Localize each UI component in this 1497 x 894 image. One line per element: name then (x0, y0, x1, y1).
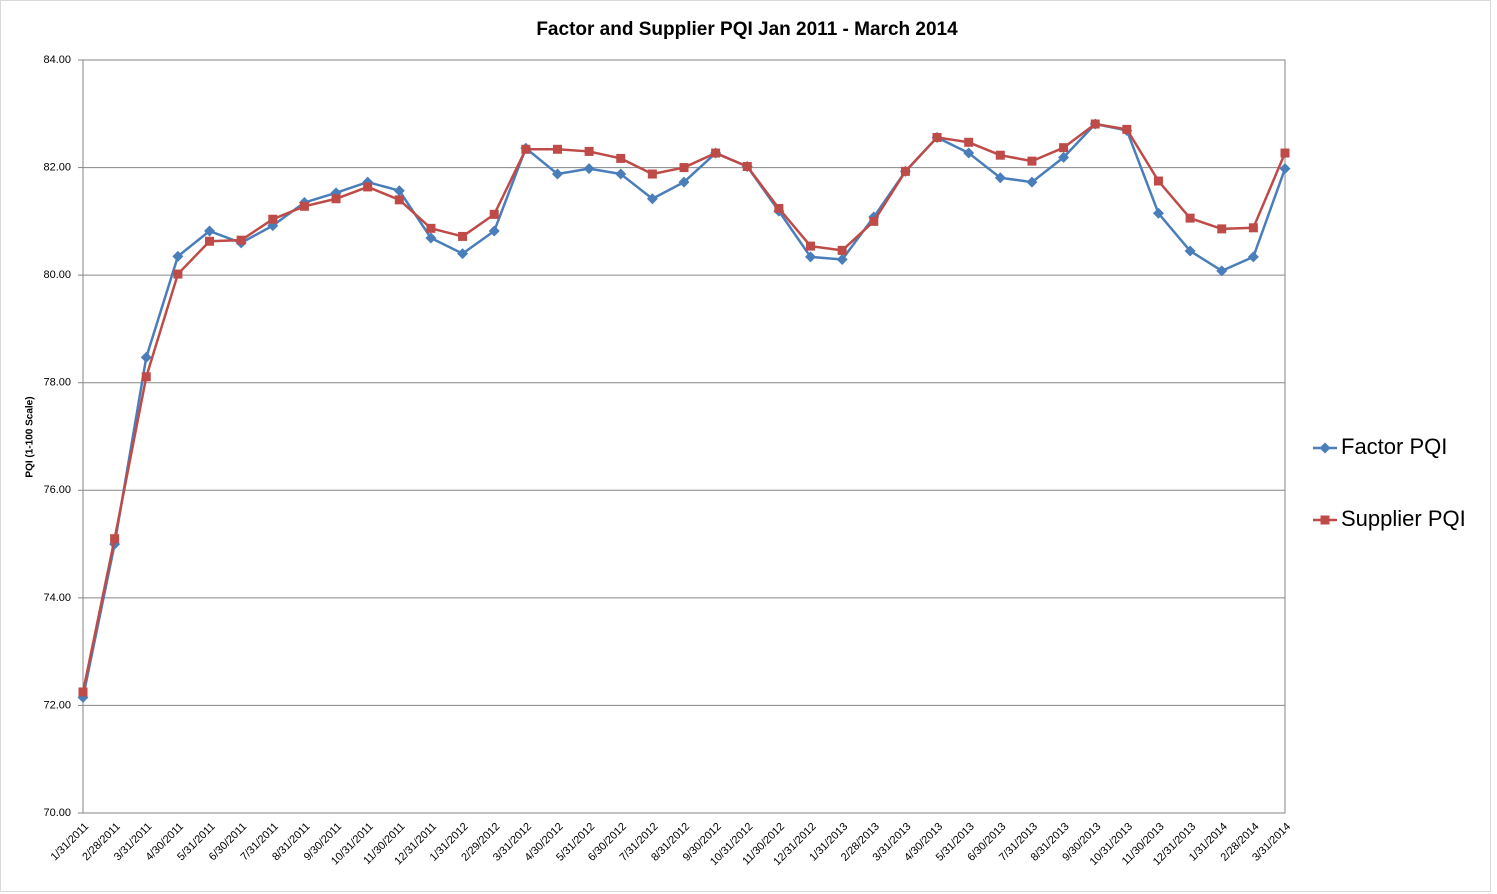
data-point (1026, 176, 1038, 188)
data-point (141, 372, 151, 382)
data-point (1059, 143, 1069, 153)
data-point (363, 182, 373, 192)
data-point (1217, 224, 1227, 234)
data-point (205, 236, 215, 246)
data-point (679, 163, 689, 173)
data-point (647, 169, 657, 179)
data-point (1184, 245, 1196, 257)
data-point (521, 144, 531, 154)
data-point (552, 144, 562, 154)
y-tick-label: 80.00 (43, 269, 71, 281)
data-point (1058, 151, 1070, 163)
y-tick-label: 78.00 (43, 377, 71, 389)
data-point (1152, 207, 1164, 219)
y-tick-label: 84.00 (43, 54, 71, 66)
data-point (583, 163, 595, 175)
data-point (963, 147, 975, 159)
data-point (425, 232, 437, 244)
data-point (584, 146, 594, 156)
data-point (1027, 156, 1037, 166)
data-point (1248, 223, 1258, 233)
y-tick-label: 74.00 (43, 592, 71, 604)
data-point (1090, 119, 1100, 129)
data-point (1279, 163, 1291, 175)
data-point (994, 172, 1006, 184)
y-tick-label: 76.00 (43, 484, 71, 496)
data-point (1280, 148, 1290, 158)
data-point (393, 185, 405, 197)
data-point (1216, 265, 1228, 277)
legend-label: Factor PQI (1341, 434, 1447, 459)
chart-title: Factor and Supplier PQI Jan 2011 - March… (536, 19, 958, 40)
data-point (78, 687, 88, 697)
data-point (616, 153, 626, 163)
data-point (836, 254, 848, 266)
legend-marker (1320, 515, 1330, 525)
data-point (711, 148, 721, 158)
data-point (869, 216, 879, 226)
data-point (964, 137, 974, 147)
data-point (900, 166, 910, 176)
data-point (489, 209, 499, 219)
data-point (458, 231, 468, 241)
data-point (1122, 124, 1132, 134)
data-point (172, 250, 184, 262)
data-point (551, 168, 563, 180)
data-point (426, 223, 436, 233)
y-axis-title: PQI (1-100 Scale) (25, 396, 36, 477)
data-point (774, 203, 784, 213)
data-point (236, 235, 246, 245)
data-point (488, 225, 500, 237)
y-tick-label: 72.00 (43, 699, 71, 711)
data-point (140, 351, 152, 363)
data-point (646, 193, 658, 205)
data-point (173, 269, 183, 279)
data-point (268, 214, 278, 224)
data-point (204, 225, 216, 237)
data-point (995, 150, 1005, 160)
data-point (837, 245, 847, 255)
data-point (331, 194, 341, 204)
y-tick-label: 82.00 (43, 161, 71, 173)
data-point (805, 251, 817, 263)
data-point (1185, 213, 1195, 223)
data-point (1153, 176, 1163, 186)
y-tick-label: 70.00 (43, 807, 71, 819)
data-point (678, 176, 690, 188)
data-point (457, 248, 469, 260)
data-point (615, 168, 627, 180)
data-point (1247, 251, 1259, 263)
data-point (806, 241, 816, 251)
data-point (299, 201, 309, 211)
legend-label: Supplier PQI (1341, 506, 1466, 531)
legend-marker (1319, 442, 1331, 454)
data-point (110, 534, 120, 544)
data-point (742, 161, 752, 171)
data-point (394, 195, 404, 205)
data-point (932, 132, 942, 142)
